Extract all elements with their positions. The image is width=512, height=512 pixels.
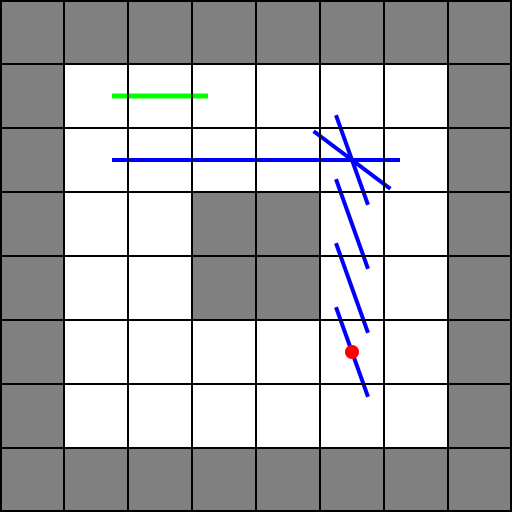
agent-path-segment: [334, 242, 370, 334]
agent: [345, 345, 359, 359]
wall-cell: [448, 0, 512, 64]
wall-cell: [320, 0, 384, 64]
floor-cell: [256, 384, 320, 448]
floor-cell: [128, 256, 192, 320]
wall-cell: [448, 384, 512, 448]
wall-cell: [448, 128, 512, 192]
wall-cell: [320, 448, 384, 512]
floor-cell: [192, 320, 256, 384]
wall-cell: [0, 384, 64, 448]
agent-marker: [345, 345, 359, 359]
wall-cell: [64, 0, 128, 64]
wall-cell: [128, 448, 192, 512]
wall-cell: [0, 192, 64, 256]
wall-cell: [0, 128, 64, 192]
floor-cell: [192, 384, 256, 448]
floor-cell: [256, 320, 320, 384]
wall-cell: [448, 64, 512, 128]
wall-cell: [256, 192, 320, 256]
floor-cell: [128, 320, 192, 384]
floor-cell: [320, 384, 384, 448]
wall-cell: [0, 448, 64, 512]
wall-cell: [192, 192, 256, 256]
floor-cell: [64, 320, 128, 384]
wall-cell: [448, 256, 512, 320]
floor-cell: [384, 384, 448, 448]
wall-cell: [0, 320, 64, 384]
floor-cell: [256, 64, 320, 128]
wall-cell: [384, 448, 448, 512]
floor-cell: [384, 320, 448, 384]
agent-path-segment: [334, 178, 370, 270]
floor-cell: [384, 256, 448, 320]
wall-cell: [384, 0, 448, 64]
wall-cell: [192, 0, 256, 64]
wall-cell: [0, 64, 64, 128]
wall-cell: [0, 256, 64, 320]
wall-cell: [128, 0, 192, 64]
wall-cell: [192, 256, 256, 320]
floor-cell: [64, 192, 128, 256]
wall-cell: [448, 320, 512, 384]
wall-cell: [192, 448, 256, 512]
wall-cell: [448, 192, 512, 256]
floor-cell: [384, 192, 448, 256]
wall-cell: [64, 448, 128, 512]
wall-cell: [256, 0, 320, 64]
agent-path-segment: [334, 114, 370, 206]
wall-cell: [256, 256, 320, 320]
wall-cell: [448, 448, 512, 512]
floor-cell: [128, 192, 192, 256]
floor-cell: [64, 256, 128, 320]
floor-cell: [384, 64, 448, 128]
floor-cell: [320, 64, 384, 128]
wall-cell: [256, 448, 320, 512]
floor-cell: [128, 384, 192, 448]
wall-cell: [0, 0, 64, 64]
floor-cell: [64, 384, 128, 448]
